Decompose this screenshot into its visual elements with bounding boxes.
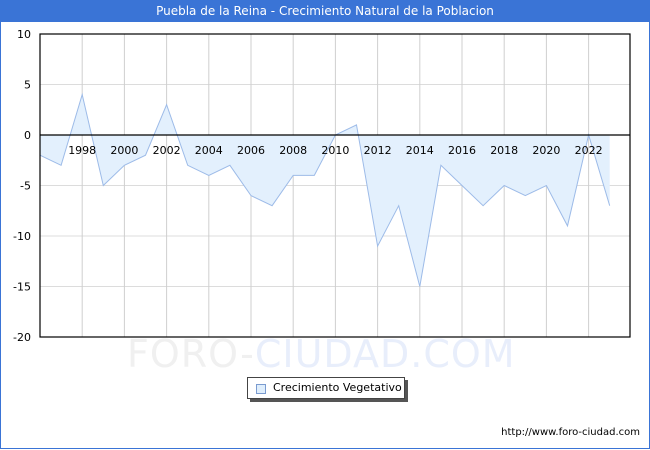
x-tick-label: 1998 [68, 144, 96, 157]
x-tick-label: 2006 [237, 144, 265, 157]
data-line [39, 92, 611, 287]
x-tick-label: 2000 [110, 144, 138, 157]
x-tick-label: 2004 [195, 144, 223, 157]
y-tick-label: -15 [13, 281, 31, 294]
area-fill [40, 94, 610, 287]
plot-border [39, 33, 631, 338]
watermark-part2: CIUDAD.COM [254, 332, 516, 376]
y-tick-label: 5 [24, 79, 31, 92]
x-tick-label: 2012 [364, 144, 392, 157]
x-tick-label: 2002 [153, 144, 181, 157]
watermark-part1: FORO- [127, 332, 255, 376]
legend: Crecimiento Vegetativo [247, 377, 405, 399]
y-tick-label: 0 [24, 129, 31, 142]
x-tick-label: 2018 [490, 144, 518, 157]
x-tick-label: 2014 [406, 144, 434, 157]
watermark: FORO-CIUDAD.COM [127, 332, 516, 376]
x-tick-label: 2016 [448, 144, 476, 157]
y-tick-label: -5 [20, 180, 31, 193]
x-tick-label: 2020 [532, 144, 560, 157]
x-tick-label: 2010 [321, 144, 349, 157]
x-tick-label: 2008 [279, 144, 307, 157]
chart-title: Puebla de la Reina - Crecimiento Natural… [0, 0, 650, 22]
y-tick-label: -10 [13, 230, 31, 243]
source-link[interactable]: http://www.foro-ciudad.com [501, 427, 640, 438]
legend-swatch-icon [256, 384, 266, 394]
x-tick-label: 2022 [575, 144, 603, 157]
y-tick-label: 10 [17, 28, 31, 41]
legend-label: Crecimiento Vegetativo [273, 381, 402, 394]
y-tick-label: -20 [13, 331, 31, 344]
